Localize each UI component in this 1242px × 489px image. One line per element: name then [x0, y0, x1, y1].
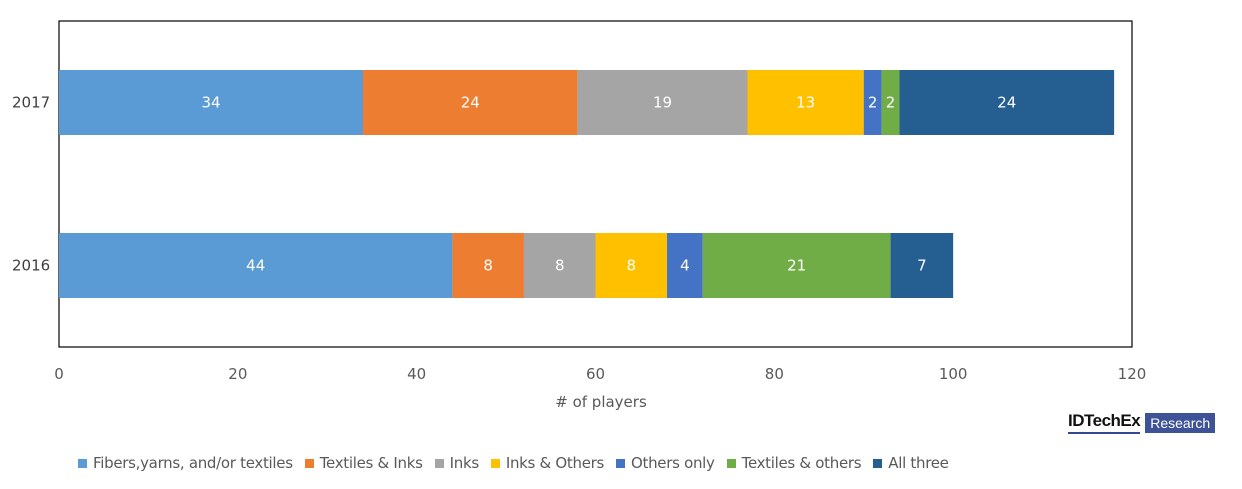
x-tick-label: 80 — [765, 365, 784, 383]
legend-swatch — [726, 458, 736, 468]
legend-label: Others only — [631, 454, 715, 472]
x-axis-label: # of players — [555, 393, 647, 411]
bar-value-label: 8 — [483, 257, 493, 275]
logo-main-text: IDTechEx — [1068, 411, 1141, 434]
logo-badge: Research — [1145, 412, 1216, 433]
bar-segment — [523, 233, 596, 298]
bar-value-label: 24 — [461, 94, 480, 112]
x-tick-label: 40 — [407, 365, 426, 383]
bars-group: 34 24 19 13 2 2 24 44 8 8 8 4 21 7 — [59, 70, 1115, 298]
bar-segment — [863, 70, 882, 135]
bar-segment — [747, 70, 864, 135]
idtechex-logo: IDTechEx Research — [1068, 411, 1216, 434]
bar-value-label: 19 — [653, 94, 672, 112]
bar-segment — [452, 233, 524, 298]
bar-segment — [702, 233, 891, 298]
legend-item: All three — [873, 454, 949, 472]
bar-value-label: 8 — [555, 257, 565, 275]
bar-value-label: 4 — [680, 257, 690, 275]
legend-label: Inks — [449, 454, 480, 472]
x-tick-label: 0 — [54, 365, 64, 383]
bar-segment — [595, 233, 668, 298]
bar-segment — [667, 233, 703, 298]
plot-area-border — [58, 20, 1133, 348]
bar-value-label: 24 — [997, 94, 1016, 112]
category-label: 2016 — [12, 257, 50, 275]
x-tick-label: 60 — [586, 365, 605, 383]
bar-value-label: 44 — [246, 257, 265, 275]
legend-label: Textiles & Inks — [319, 454, 423, 472]
legend-item: Inks — [434, 454, 480, 472]
bar-segment — [899, 70, 1115, 135]
x-tick-label: 20 — [228, 365, 247, 383]
legend-label: Fibers,yarns, and/or textiles — [93, 454, 293, 472]
bar-value-label: 13 — [796, 94, 815, 112]
bar-value-label: 2 — [868, 94, 878, 112]
legend-swatch — [616, 458, 626, 468]
legend-item: Textiles & others — [726, 454, 862, 472]
bar-segment — [577, 70, 748, 135]
legend-label: Textiles & others — [741, 454, 862, 472]
bar-segment — [59, 70, 364, 135]
legend-item: Inks & Others — [490, 454, 605, 472]
bar-segment — [59, 233, 453, 298]
category-labels: 2017 2016 — [12, 94, 50, 275]
bar-value-label: 34 — [201, 94, 220, 112]
bar-value-label: 7 — [917, 257, 927, 275]
legend-item: Others only — [616, 454, 715, 472]
legend-swatch — [434, 458, 444, 468]
legend-item: Fibers,yarns, and/or textiles — [78, 454, 293, 472]
legend-swatch — [78, 458, 87, 468]
legend-swatch — [304, 458, 314, 468]
category-label: 2017 — [12, 94, 50, 112]
legend-swatch — [873, 458, 883, 468]
x-tick-label: 100 — [939, 365, 968, 383]
bar-segment — [363, 70, 578, 135]
legend-label: Inks & Others — [505, 454, 605, 472]
bar-segment — [881, 70, 900, 135]
legend: Fibers,yarns, and/or textiles Textiles & … — [78, 454, 961, 472]
legend-swatch — [490, 458, 500, 468]
legend-label: All three — [888, 454, 949, 472]
stacked-bar-chart: 34 24 19 13 2 2 24 44 8 8 8 4 21 7 2017 2016 0 20 40 60 80… — [12, 20, 1146, 411]
bar-value-label: 2 — [886, 94, 896, 112]
bar-value-label: 8 — [626, 257, 636, 275]
bar-segment — [890, 233, 954, 298]
legend-item: Textiles & Inks — [304, 454, 423, 472]
x-tick-labels: 0 20 40 60 80 100 120 — [54, 365, 1146, 383]
x-tick-label: 120 — [1118, 365, 1147, 383]
bar-value-label: 21 — [787, 257, 806, 275]
